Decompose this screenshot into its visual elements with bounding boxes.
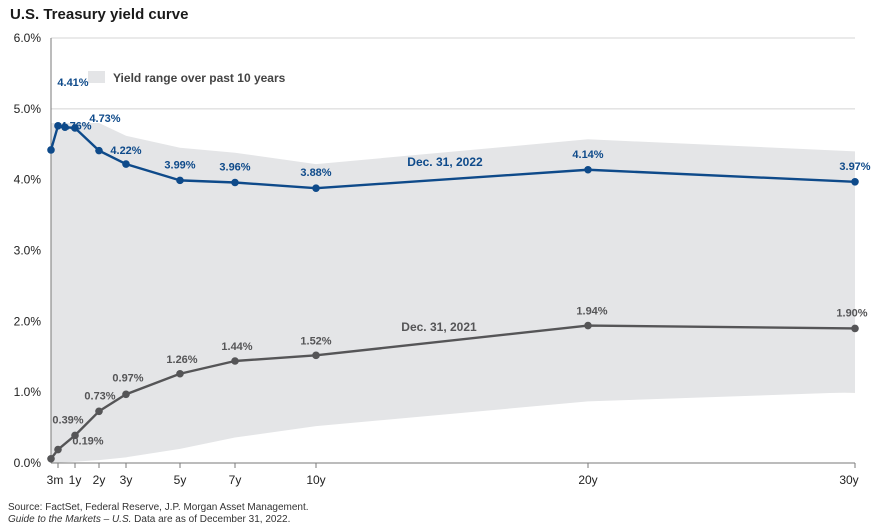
x-tick-label: 3y (120, 473, 133, 487)
data-date: Data are as of December 31, 2022. (131, 514, 291, 525)
y-tick-label: 3.0% (14, 244, 42, 258)
data-label: 0.97% (112, 372, 143, 384)
data-point (584, 165, 592, 174)
data-label: 4.41% (57, 77, 88, 89)
data-point (312, 184, 320, 192)
x-tick-label: 2y (93, 473, 106, 487)
data-point (71, 124, 79, 132)
data-label: 3.97% (839, 161, 870, 173)
data-label: 1.26% (166, 354, 197, 366)
y-tick-label: 2.0% (14, 314, 42, 328)
legend-label: Yield range over past 10 years (113, 71, 286, 85)
data-point (122, 160, 130, 168)
data-label: 1.90% (836, 307, 867, 319)
series-line (50, 324, 856, 460)
data-point (851, 177, 859, 186)
data-label: 0.39% (52, 414, 83, 426)
axes: 0.0% 1.0% 2.0% 3.0% 4.0% 5.0% 6.0% 3m 1y 2y 3y 5y 7y… (14, 31, 859, 487)
data-point (71, 431, 79, 440)
yield-curve-chart: 0.0% 1.0% 2.0% 3.0% 4.0% 5.0% 6.0% 3m 1y 2y 3y 5y 7y… (14, 31, 871, 487)
data-label: 1.94% (576, 306, 607, 318)
y-tick-label: 6.0% (14, 31, 42, 45)
data-point (54, 445, 62, 454)
source-note: Source: FactSet, Federal Reserve, J.P. M… (8, 502, 309, 513)
guide-title: Guide to the Markets – U.S. (8, 514, 132, 525)
y-tick-label: 4.0% (14, 173, 42, 187)
yield-range-band (51, 123, 855, 463)
series-name-label: Dec. 31, 2021 (401, 320, 477, 334)
data-label: 1.44% (221, 341, 252, 353)
x-tick-label: 20y (578, 473, 597, 487)
yield-range-area (51, 123, 855, 463)
data-point (851, 324, 859, 333)
x-tick-label: 10y (306, 473, 325, 487)
x-tick-label: 3m (47, 473, 64, 487)
data-note: Guide to the Markets – U.S. Data are as … (8, 514, 309, 526)
data-label: 3.88% (300, 167, 331, 179)
y-tick-label: 1.0% (14, 385, 42, 399)
data-point (176, 176, 184, 185)
data-point (231, 178, 239, 187)
data-label: 4.14% (572, 149, 603, 161)
data-point (584, 321, 592, 330)
data-label: 3.96% (219, 162, 250, 174)
data-point (47, 146, 55, 154)
data-point (54, 122, 62, 130)
data-point (95, 407, 103, 416)
legend-swatch (88, 71, 105, 83)
data-point (312, 351, 320, 360)
data-point (176, 369, 184, 378)
y-tick-label: 0.0% (14, 456, 42, 470)
data-label: 0.73% (84, 390, 115, 402)
data-point (95, 146, 103, 155)
data-label: 4.76% (60, 120, 91, 132)
data-label: 3.99% (164, 159, 195, 171)
x-tick-label: 5y (174, 473, 187, 487)
series (47, 122, 859, 463)
data-labels: 4.41% 4.76%4.73% 4.22% 3.99% 3.96% 3.88% 4.14%… (52, 77, 870, 448)
data-label: 4.73% (89, 113, 120, 125)
x-tick-label: 30y (839, 473, 858, 487)
footer: Source: FactSet, Federal Reserve, J.P. M… (8, 502, 309, 526)
x-tick-label: 7y (229, 473, 242, 487)
data-point (61, 123, 69, 132)
data-point (122, 390, 130, 399)
y-tick-label: 5.0% (14, 102, 42, 116)
chart-title: U.S. Treasury yield curve (10, 6, 189, 23)
data-label: 4.22% (110, 145, 141, 157)
data-point (231, 357, 239, 365)
data-label: 0.19% (72, 436, 103, 448)
x-tick-label: 1y (69, 473, 82, 487)
data-point (47, 454, 55, 463)
data-label: 1.52% (300, 335, 331, 347)
series-name-label: Dec. 31, 2022 (407, 155, 483, 169)
legend: Yield range over past 10 years (88, 71, 286, 85)
